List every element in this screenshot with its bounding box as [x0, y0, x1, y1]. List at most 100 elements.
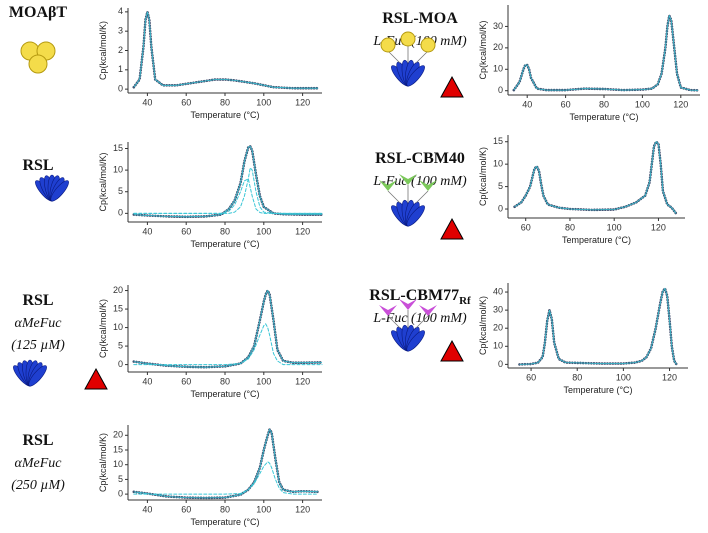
x-tick-label: 60: [181, 226, 191, 236]
domain-shape: [399, 299, 417, 310]
y-tick-label: 0: [118, 359, 123, 369]
y-tick-label: 20: [493, 42, 503, 52]
icon: [379, 299, 464, 362]
linker: [415, 315, 429, 329]
domain-shape: [399, 174, 417, 185]
y-axis-label: Cp(kcal/mol/K): [478, 296, 488, 355]
y-tick-label: 0: [118, 208, 123, 218]
y-axis-label: Cp(kcal/mol/K): [98, 299, 108, 358]
x-tick-label: 60: [181, 376, 191, 386]
x-tick-label: 60: [521, 222, 531, 232]
x-tick-label: 80: [220, 504, 230, 514]
y-tick-label: 10: [113, 164, 123, 174]
fit-overlay: [133, 289, 323, 368]
y-tick-label: 0: [118, 84, 123, 94]
x-axis-label: Temperature (°C): [562, 235, 631, 245]
panel-title: MOAβT: [9, 4, 68, 21]
data-curve: [132, 144, 324, 219]
panel-title: RSL: [22, 157, 53, 174]
y-tick-label: 20: [113, 285, 123, 295]
ligand-triangle: [440, 339, 464, 362]
fan-blade: [28, 365, 47, 387]
linker: [387, 190, 401, 204]
icon: [379, 174, 464, 240]
x-tick-label: 100: [256, 97, 271, 107]
data-curve: [513, 139, 678, 215]
linker: [387, 50, 401, 64]
panel-subtitle: αMeFuc: [15, 316, 63, 331]
panel-title: RSL-CBM77Rf: [369, 287, 471, 307]
fit-overlay: [519, 287, 677, 365]
y-tick-label: 5: [118, 340, 123, 350]
domain-bead: [380, 37, 396, 53]
y-tick-label: 15: [113, 444, 123, 454]
y-tick-label: 0: [498, 203, 503, 213]
x-axis-label: Temperature (°C): [563, 385, 632, 395]
fan-blade: [406, 330, 425, 352]
panel-subtitle: (250 µM): [11, 478, 65, 493]
ligand-triangle: [84, 367, 108, 390]
x-tick-label: 100: [635, 99, 650, 109]
x-tick-label: 40: [142, 97, 152, 107]
panel-title: RSL: [22, 432, 53, 449]
panel-subtitle: αMeFuc: [15, 456, 63, 471]
x-tick-label: 60: [181, 97, 191, 107]
x-tick-label: 80: [220, 376, 230, 386]
title-text: RSL: [22, 157, 53, 174]
y-tick-label: 10: [113, 459, 123, 469]
y-tick-label: 10: [493, 341, 503, 351]
y-tick-label: 30: [493, 305, 503, 315]
domain-shape: [379, 305, 397, 316]
y-tick-label: 10: [113, 322, 123, 332]
x-axis-label: Temperature (°C): [190, 110, 259, 120]
x-tick-label: 120: [662, 372, 677, 382]
moa-bead: [28, 54, 48, 74]
icon: [13, 359, 108, 390]
fit-overlay: [513, 14, 699, 91]
x-axis-label: Temperature (°C): [569, 112, 638, 122]
y-tick-label: 15: [113, 303, 123, 313]
x-tick-label: 80: [220, 97, 230, 107]
title-text: MOAβT: [9, 4, 68, 21]
linker: [387, 315, 401, 329]
panel-subtitle: L-Fuc (100 mM): [372, 311, 467, 326]
title-text: RSL: [22, 292, 53, 309]
y-tick-label: 1: [118, 64, 123, 74]
fan-blade: [406, 65, 425, 87]
icon: [20, 41, 56, 74]
fit-component: [133, 166, 323, 214]
x-tick-label: 100: [256, 504, 271, 514]
y-tick-label: 3: [118, 26, 123, 36]
data-curve: [132, 426, 320, 500]
y-tick-label: 15: [113, 143, 123, 153]
x-tick-label: 40: [142, 504, 152, 514]
y-tick-label: 5: [118, 186, 123, 196]
y-tick-label: 10: [493, 64, 503, 74]
y-axis-label: Cp(kcal/mol/K): [98, 21, 108, 80]
x-tick-label: 100: [616, 372, 631, 382]
y-tick-label: 40: [493, 286, 503, 296]
x-tick-label: 120: [673, 99, 688, 109]
x-axis-label: Temperature (°C): [190, 517, 259, 527]
x-tick-label: 120: [295, 97, 310, 107]
panel-subtitle: L-Fuc (100 mM): [372, 174, 467, 189]
panel-subtitle: L-Fuc (100 mM): [372, 34, 467, 49]
y-tick-label: 0: [118, 488, 123, 498]
y-tick-label: 20: [113, 430, 123, 440]
y-tick-label: 5: [118, 474, 123, 484]
y-axis-label: Cp(kcal/mol/K): [478, 147, 488, 206]
data-curve: [512, 11, 700, 92]
x-tick-label: 80: [599, 99, 609, 109]
y-tick-label: 20: [493, 323, 503, 333]
domain-bead: [400, 31, 416, 47]
title-text: RSL-MOA: [382, 10, 458, 27]
x-tick-label: 120: [295, 504, 310, 514]
ligand-triangle: [440, 217, 464, 240]
domain-shape: [379, 180, 397, 191]
x-tick-label: 80: [572, 372, 582, 382]
title-subscript: Rf: [459, 295, 471, 307]
linker: [415, 190, 429, 204]
y-tick-label: 4: [118, 6, 123, 16]
